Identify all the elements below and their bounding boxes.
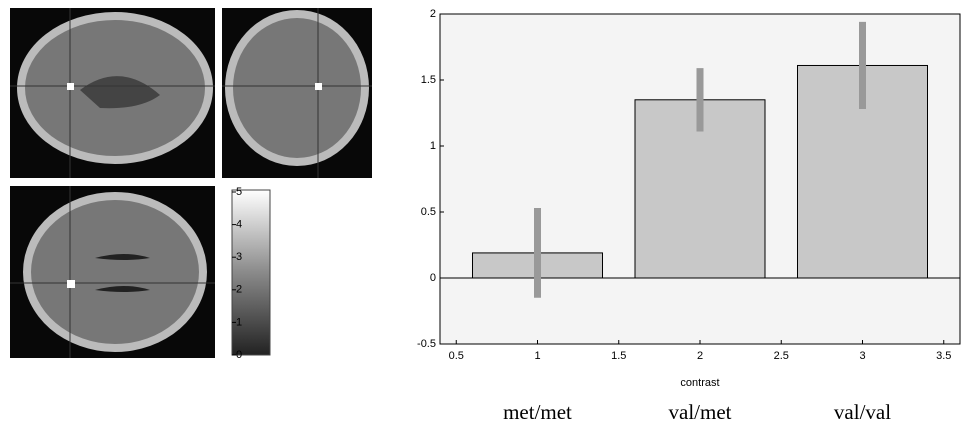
x-axis-label: contrast bbox=[680, 377, 719, 389]
axial-view bbox=[10, 186, 215, 358]
colorbar-tick-label: 1 bbox=[236, 316, 242, 328]
category-label: val/met bbox=[669, 400, 732, 424]
y-tick-label: 2 bbox=[430, 8, 436, 20]
colorbar-tick-label: 3 bbox=[236, 251, 242, 263]
x-tick-label: 1.5 bbox=[611, 350, 626, 362]
figure: contrast 0 1 2 3 4 5 -0.5 0 0.5 1 1.5 2 0.5 1 1.5 2 2.5 3… bbox=[0, 0, 962, 432]
category-label: met/met bbox=[503, 400, 572, 424]
page: contrast 0 1 2 3 4 5 -0.5 0 0.5 1 1.5 2 0.5 1 1.5 2 2.5 3… bbox=[0, 0, 962, 432]
y-tick-label: 0 bbox=[430, 272, 436, 284]
colorbar bbox=[232, 190, 270, 355]
x-tick-label: 2 bbox=[697, 350, 703, 362]
x-tick-label: 3 bbox=[859, 350, 865, 362]
y-tick-label: 0.5 bbox=[421, 206, 436, 218]
x-tick-label: 3.5 bbox=[936, 350, 951, 362]
colorbar-tick-label: 4 bbox=[236, 219, 242, 231]
y-tick-label: -0.5 bbox=[417, 338, 436, 350]
colorbar-tick-label: 5 bbox=[236, 186, 242, 198]
x-tick-label: 1 bbox=[534, 350, 540, 362]
colorbar-tick-label: 0 bbox=[236, 349, 242, 361]
category-label: val/val bbox=[834, 400, 891, 424]
coronal-view bbox=[222, 8, 372, 178]
sagittal-view bbox=[10, 8, 215, 178]
y-tick-label: 1.5 bbox=[421, 74, 436, 86]
colorbar-tick-label: 2 bbox=[236, 284, 242, 296]
x-tick-label: 0.5 bbox=[449, 350, 464, 362]
y-tick-label: 1 bbox=[430, 140, 436, 152]
x-tick-label: 2.5 bbox=[774, 350, 789, 362]
